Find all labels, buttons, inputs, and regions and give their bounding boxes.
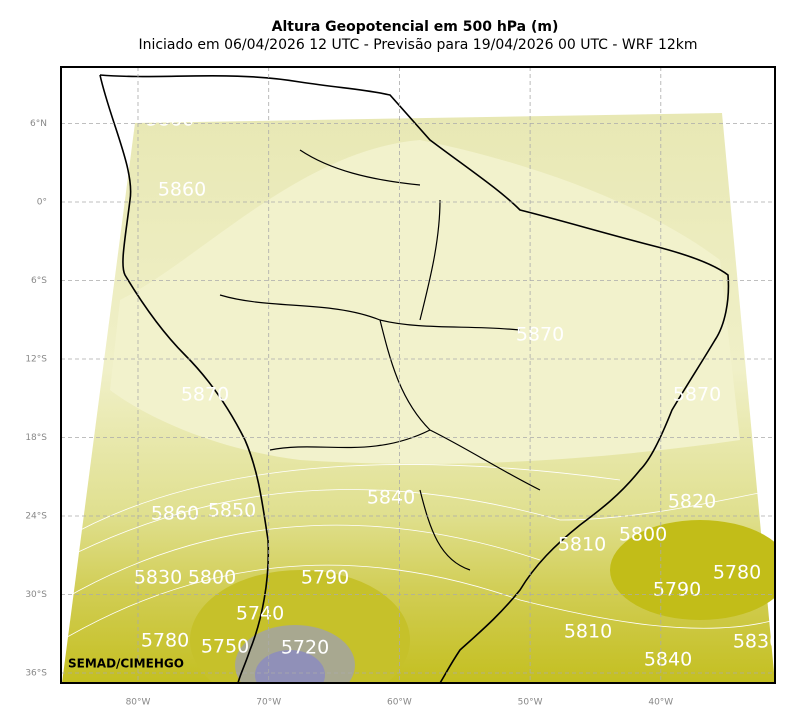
title: Altura Geopotencial em 500 hPa (m) <box>272 19 559 35</box>
contour-label: 5830 <box>134 567 182 589</box>
contour-label: 5810 <box>564 621 612 643</box>
contour-label: 5800 <box>188 567 236 589</box>
frame <box>60 66 776 684</box>
border <box>219 149 541 571</box>
coastline <box>99 74 730 683</box>
contour-label: 5800 <box>619 524 667 546</box>
contour-label: 5810 <box>558 534 606 556</box>
lat-tick-label: 0° <box>37 198 47 208</box>
contour-label: 5860 <box>158 179 206 201</box>
lon-tick-label: 60°W <box>387 698 412 708</box>
contour-label: 5850 <box>208 500 256 522</box>
contour-label: 5870 <box>673 384 721 406</box>
credit: SEMAD/CIMEHGO <box>68 657 184 671</box>
subtitle: Iniciado em 06/04/2026 12 UTC - Previsão… <box>138 37 697 53</box>
contour-label: 5740 <box>236 603 284 625</box>
contour-label: 5870 <box>516 324 564 346</box>
contour-label: 5720 <box>281 637 329 659</box>
contour-label: 5870 <box>181 384 229 406</box>
lat-tick-label: 24°S <box>25 512 47 522</box>
field-band <box>610 520 775 620</box>
contour <box>61 464 775 641</box>
lon-tick-label: 80°W <box>126 698 151 708</box>
field-low <box>255 650 325 683</box>
contour-label: 5820 <box>668 491 716 513</box>
field: 5860 5860 5870 5870 5870 5840 5820 5860 5850 5800… <box>61 67 781 683</box>
contour-label: 5780 <box>713 562 761 584</box>
lat-tick-label: 6°S <box>31 276 47 286</box>
contour-label: 5860 <box>146 109 194 131</box>
contour-label: 5840 <box>644 649 692 671</box>
contour-label: 5750 <box>201 636 249 658</box>
lat-tick-label: 12°S <box>25 355 47 365</box>
lat-tick-label: 6°N <box>30 119 47 129</box>
contour-label: 5790 <box>653 579 701 601</box>
lat-tick-label: 36°S <box>25 669 47 679</box>
lon-tick-label: 40°W <box>648 698 673 708</box>
lat-tick-label: 30°S <box>25 590 47 600</box>
lon-tick-label: 50°W <box>518 698 543 708</box>
contour-label: 5840 <box>367 487 415 509</box>
contour-label: 5860 <box>151 503 199 525</box>
contour-label: 5780 <box>141 630 189 652</box>
coastline <box>99 74 270 683</box>
contour-label: 5830 <box>733 631 781 653</box>
contour-label: 5790 <box>301 567 349 589</box>
lat-tick-label: 18°S <box>25 433 47 443</box>
lon-tick-label: 70°W <box>256 698 281 708</box>
